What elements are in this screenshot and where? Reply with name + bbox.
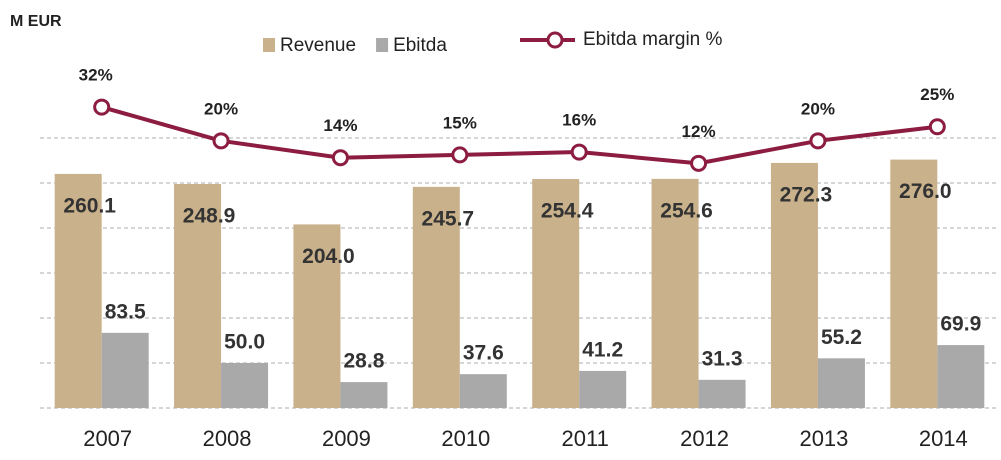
data-label: 276.0 [899,180,952,203]
x-tick-label: 2012 [680,426,729,451]
bar [579,370,627,408]
data-label: 245.7 [422,207,475,230]
data-label: 204.0 [302,245,355,268]
data-label: 20% [801,99,835,118]
margin-point [93,98,111,116]
legend-label: Ebitda margin % [583,29,723,50]
data-label: 32% [79,66,113,85]
bar [698,379,746,408]
bar [532,179,580,408]
bar [817,358,865,408]
bar [651,178,699,408]
x-tick-label: 2014 [919,426,968,451]
margin-line [101,105,938,166]
data-label: 37.6 [463,342,504,365]
data-label: 69.9 [940,313,981,336]
data-label: 28.8 [344,350,385,373]
data-label: 83.5 [105,300,146,323]
data-label: 272.3 [780,183,833,206]
bar [459,374,507,408]
x-tick-label: 2008 [203,426,252,451]
bar [174,183,222,408]
data-label: 20% [204,99,238,118]
x-tick-label: 2013 [799,426,848,451]
legend-swatch [263,38,275,52]
bar [221,363,269,408]
legend-label: Revenue [280,35,356,56]
data-label: 31.3 [702,347,743,370]
data-label: 55.2 [821,326,862,349]
unit-label: M EUR [10,13,62,30]
legend-swatch [376,38,389,52]
bar [937,345,985,408]
data-label: 248.9 [183,205,236,228]
data-label: 15% [443,113,477,132]
margin-point [928,118,946,136]
x-tick-label: 2007 [83,426,132,451]
margin-point [451,146,469,164]
margin-point [690,154,708,172]
x-tick-label: 2010 [441,426,490,451]
data-label: 254.4 [541,200,594,223]
bar [770,162,818,408]
bar [412,186,460,408]
margin-point [331,149,349,167]
data-label: 50.0 [224,331,265,354]
bar [54,173,102,408]
legend-label: Ebitda [393,35,447,56]
data-label: 41.2 [582,338,623,361]
bar [890,159,938,408]
x-tick-label: 2011 [562,426,609,451]
data-label: 260.1 [63,194,116,217]
data-label: 14% [323,116,357,135]
data-label: 16% [562,111,596,130]
bar [340,382,388,408]
bar [293,224,341,408]
data-label: 254.6 [660,199,713,222]
margin-point [212,132,230,150]
margin-point [570,143,588,161]
bar [101,332,149,408]
margin-point [809,132,827,150]
data-label: 12% [682,122,716,141]
x-tick-label: 2009 [322,426,371,451]
legend-marker [546,31,564,49]
data-label: 25% [920,85,954,104]
